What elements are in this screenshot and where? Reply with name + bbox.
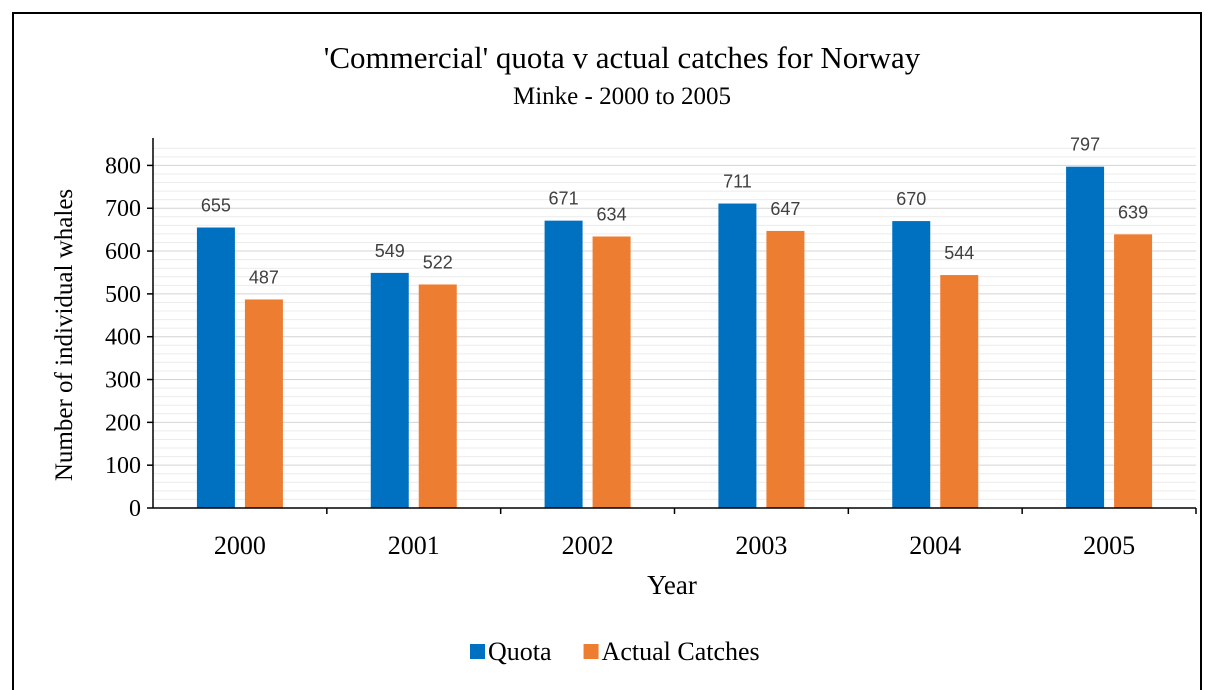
x-tick-label: 2001	[388, 531, 440, 560]
legend: Quota Actual Catches	[470, 637, 760, 666]
bar-actual-catches	[766, 230, 805, 508]
chart-title: 'Commercial' quota v actual catches for …	[324, 40, 921, 75]
x-tick-label: 2004	[909, 531, 961, 560]
data-label: 655	[201, 196, 231, 216]
bar-actual-catches	[940, 275, 979, 508]
data-label: 549	[375, 241, 405, 261]
data-label: 671	[549, 189, 579, 209]
bar-quota	[718, 203, 757, 508]
y-tick-label: 800	[105, 153, 141, 179]
legend-label: Actual Catches	[602, 637, 760, 666]
data-label: 647	[770, 199, 800, 219]
y-axis-label: Number of individual whales	[51, 189, 78, 481]
bar-quota	[370, 272, 409, 508]
axes: 0 100 200 300 400 500 600 700 800 2000 2001 2002 200…	[105, 138, 1197, 560]
bar-quota	[1066, 166, 1105, 508]
bar-quota	[544, 220, 583, 508]
data-label: 544	[944, 243, 974, 263]
x-tick-label: 2005	[1083, 531, 1135, 560]
bars: 655 487 549 522 671 634 711 647 670 544 797 639	[196, 135, 1153, 509]
y-tick-label: 200	[105, 410, 141, 436]
bar-actual-catches	[592, 236, 631, 508]
x-tick-label: 2000	[214, 531, 266, 560]
bar-quota	[892, 221, 931, 509]
y-tick-label: 300	[105, 368, 141, 394]
legend-swatch	[583, 644, 599, 659]
data-label: 670	[896, 189, 926, 209]
data-label: 487	[249, 267, 279, 287]
legend-label: Quota	[488, 637, 552, 666]
y-tick-label: 0	[129, 496, 141, 522]
y-tick-label: 400	[105, 325, 141, 351]
y-tick-label: 100	[105, 453, 141, 479]
bar-quota	[196, 227, 235, 508]
bar-actual-catches	[1114, 234, 1153, 508]
data-label: 797	[1070, 135, 1100, 155]
data-label: 634	[597, 204, 627, 224]
data-label: 639	[1118, 202, 1148, 222]
x-tick-label: 2003	[735, 531, 787, 560]
chart-subtitle: Minke - 2000 to 2005	[513, 83, 731, 110]
x-axis-label: Year	[647, 570, 697, 600]
data-label: 711	[723, 172, 752, 192]
y-tick-label: 500	[105, 282, 141, 308]
legend-swatch	[470, 644, 485, 659]
x-tick-label: 2002	[562, 531, 614, 560]
y-tick-label: 700	[105, 196, 141, 222]
bar-actual-catches	[418, 284, 457, 508]
y-tick-label: 600	[105, 239, 141, 265]
data-label: 522	[423, 252, 453, 272]
bar-actual-catches	[244, 299, 283, 508]
gridlines	[153, 147, 1196, 500]
